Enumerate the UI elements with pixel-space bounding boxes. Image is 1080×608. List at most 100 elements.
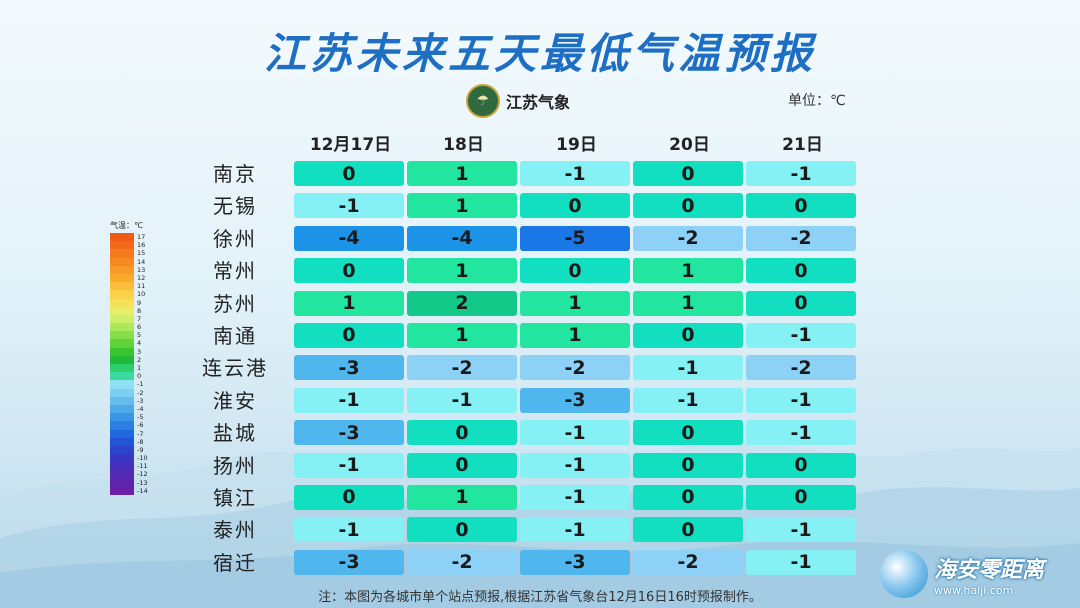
temperature-cell: 1 [407, 322, 517, 348]
table-row: -3 -2 -3 -2 -1 [294, 547, 859, 579]
temperature-cell: -1 [294, 517, 404, 543]
legend-swatch [110, 241, 134, 250]
legend-label: -2 [137, 388, 144, 397]
temperature-table: 0 1 -1 0 -1 -1 1 0 0 0 -4 -4 -5 -2 -2 0 1 0 1 0 1 2 1 1 0 0 1 1 0 -1-… [294, 158, 859, 579]
legend-label: 12 [137, 273, 146, 282]
footnote: 注：本图为各城市单个站点预报,根据江苏省气象台12月16日16时预报制作。 [318, 590, 762, 605]
temperature-cell: 0 [294, 161, 404, 186]
city-label: 连云港 [202, 356, 268, 381]
temperature-cell: -1 [746, 549, 856, 575]
legend-swatch [110, 380, 134, 389]
temperature-cell: 0 [633, 322, 743, 348]
legend-swatch [110, 339, 134, 348]
city-label: 扬州 [213, 453, 257, 478]
legend-swatch [110, 462, 134, 471]
legend-swatch [110, 470, 134, 479]
temperature-cell: 1 [407, 258, 517, 284]
legend-swatch [110, 282, 134, 291]
temperature-cell: -1 [294, 452, 404, 478]
temperature-cell: 0 [520, 258, 630, 284]
temperature-cell: -2 [407, 549, 517, 575]
city-label: 无锡 [213, 194, 257, 219]
legend-swatch [110, 273, 134, 283]
temperature-cell: -1 [520, 517, 630, 543]
city-column: 南京 无锡 徐州 常州 苏州 南通 连云港 淮安 盐城 扬州 镇江 泰州 宿迁 [195, 158, 275, 579]
temperature-cell: -2 [746, 355, 856, 381]
legend-label: 3 [137, 347, 142, 356]
temperature-cell: -3 [520, 549, 630, 575]
legend-label: 8 [137, 306, 142, 315]
temperature-cell: -1 [407, 387, 517, 413]
date-header-cell: 18日 [443, 135, 484, 155]
table-row: -3 -2 -2 -1 -2 [294, 352, 859, 384]
legend-swatch [110, 454, 134, 463]
legend-label: 9 [137, 298, 142, 307]
table-row: 0 1 -1 0 0 [294, 482, 859, 514]
city-label: 宿迁 [213, 550, 257, 575]
temperature-cell: -1 [520, 484, 630, 510]
legend-swatch [110, 265, 134, 274]
temperature-cell: 0 [633, 193, 743, 219]
temperature-cell: 1 [633, 290, 743, 316]
temperature-cell: -2 [407, 355, 517, 381]
legend-swatch [110, 257, 134, 266]
temperature-cell: 0 [746, 452, 856, 478]
temperature-cell: 0 [633, 161, 743, 186]
temperature-cell: -1 [746, 517, 856, 543]
temperature-cell: -3 [520, 387, 630, 413]
date-header-cell: 20日 [669, 135, 710, 155]
temperature-cell: 0 [294, 258, 404, 284]
watermark-logo-icon [880, 550, 928, 598]
legend-swatch [110, 364, 134, 373]
date-header-cell: 12月17日 [309, 135, 392, 155]
temperature-cell: 1 [520, 322, 630, 348]
table-row: -1 0 -1 0 -1 [294, 514, 859, 546]
temperature-cell: -1 [633, 355, 743, 381]
legend-swatch [110, 298, 134, 307]
logo-text: 江苏气象 [506, 93, 571, 112]
table-row: 0 1 1 0 -1 [294, 320, 859, 352]
temperature-cell: -2 [746, 225, 856, 251]
legend-label: -7 [137, 429, 144, 438]
table-row: -1 1 0 0 0 [294, 190, 859, 222]
temperature-cell: -2 [633, 225, 743, 251]
watermark-title: 海安零距离 [934, 557, 1045, 583]
legend-label: -3 [137, 396, 144, 405]
legend-swatch [110, 429, 134, 438]
unit-label: 单位：℃ [788, 93, 846, 109]
legend-swatch [110, 249, 134, 258]
page-title: 江苏未来五天最低气温预报 [263, 29, 816, 78]
legend-swatch [110, 372, 134, 381]
legend-label: 13 [137, 265, 146, 274]
legend-label: 11 [137, 282, 146, 291]
table-row: 0 1 -1 0 -1 [294, 158, 859, 190]
legend-label: -13 [137, 478, 148, 487]
temperature-cell: -1 [294, 387, 404, 413]
legend-swatch [110, 233, 134, 242]
city-label: 泰州 [213, 518, 257, 543]
legend-label: -6 [137, 421, 144, 430]
legend-swatch [110, 355, 134, 364]
legend-swatch [110, 314, 134, 324]
date-header-cell: 19日 [556, 135, 597, 155]
legend-label: 15 [137, 249, 146, 258]
temperature-cell: 0 [633, 452, 743, 478]
legend-label: 6 [137, 323, 142, 332]
city-label: 盐城 [213, 421, 257, 446]
legend-swatch [110, 347, 134, 356]
legend-label: -9 [137, 445, 144, 454]
legend-label: 0 [137, 372, 142, 381]
temperature-cell: -2 [633, 549, 743, 575]
legend-swatch [110, 323, 134, 332]
temperature-cell: 0 [746, 193, 856, 219]
temperature-cell: 0 [407, 420, 517, 446]
legend-swatch [110, 290, 134, 299]
legend-swatch [110, 396, 134, 405]
temperature-cell: -1 [746, 322, 856, 348]
city-label: 南京 [213, 162, 257, 186]
legend-label: 5 [137, 331, 142, 340]
legend-label: 17 [137, 233, 146, 241]
temperature-cell: -4 [294, 225, 404, 251]
